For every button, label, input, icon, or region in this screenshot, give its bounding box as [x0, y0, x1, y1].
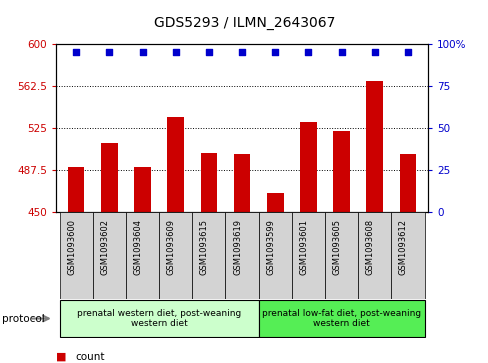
- Bar: [60, 300, 258, 337]
- Bar: [390, 212, 424, 299]
- Bar: [291, 212, 325, 299]
- Bar: [233, 154, 250, 212]
- Bar: [93, 212, 125, 299]
- Text: GSM1093608: GSM1093608: [365, 219, 374, 276]
- Text: ■: ■: [56, 352, 66, 362]
- Point: [337, 49, 345, 55]
- Text: GSM1093601: GSM1093601: [299, 219, 308, 275]
- Bar: [357, 212, 390, 299]
- Bar: [134, 167, 150, 212]
- Point: [271, 49, 279, 55]
- Point: [238, 49, 245, 55]
- Text: GSM1093615: GSM1093615: [200, 219, 208, 275]
- Bar: [258, 212, 291, 299]
- Point: [105, 49, 113, 55]
- Bar: [200, 153, 217, 212]
- Point: [403, 49, 411, 55]
- Point: [304, 49, 312, 55]
- Text: protocol: protocol: [2, 314, 45, 323]
- Text: prenatal low-fat diet, post-weaning
western diet: prenatal low-fat diet, post-weaning west…: [262, 309, 420, 328]
- Bar: [167, 117, 183, 212]
- Text: GSM1093619: GSM1093619: [233, 219, 242, 275]
- Bar: [258, 300, 424, 337]
- Bar: [101, 143, 118, 212]
- Text: prenatal western diet, post-weaning
western diet: prenatal western diet, post-weaning west…: [77, 309, 241, 328]
- Bar: [366, 81, 382, 212]
- Bar: [60, 212, 93, 299]
- Text: GSM1093599: GSM1093599: [265, 219, 275, 275]
- Point: [72, 49, 80, 55]
- Bar: [399, 154, 415, 212]
- Bar: [159, 212, 192, 299]
- Text: count: count: [76, 352, 105, 362]
- Text: GDS5293 / ILMN_2643067: GDS5293 / ILMN_2643067: [154, 16, 334, 30]
- Bar: [266, 193, 283, 212]
- Point: [171, 49, 179, 55]
- Bar: [325, 212, 357, 299]
- Text: GSM1093609: GSM1093609: [166, 219, 175, 275]
- Bar: [225, 212, 258, 299]
- Text: GSM1093605: GSM1093605: [332, 219, 341, 275]
- Text: GSM1093604: GSM1093604: [133, 219, 142, 275]
- Bar: [192, 212, 225, 299]
- Point: [370, 49, 378, 55]
- Bar: [333, 131, 349, 212]
- Bar: [300, 122, 316, 212]
- Text: GSM1093600: GSM1093600: [67, 219, 76, 275]
- Bar: [125, 212, 159, 299]
- Text: GSM1093602: GSM1093602: [100, 219, 109, 275]
- Bar: [68, 167, 84, 212]
- Text: GSM1093612: GSM1093612: [398, 219, 407, 275]
- Point: [204, 49, 212, 55]
- Point: [138, 49, 146, 55]
